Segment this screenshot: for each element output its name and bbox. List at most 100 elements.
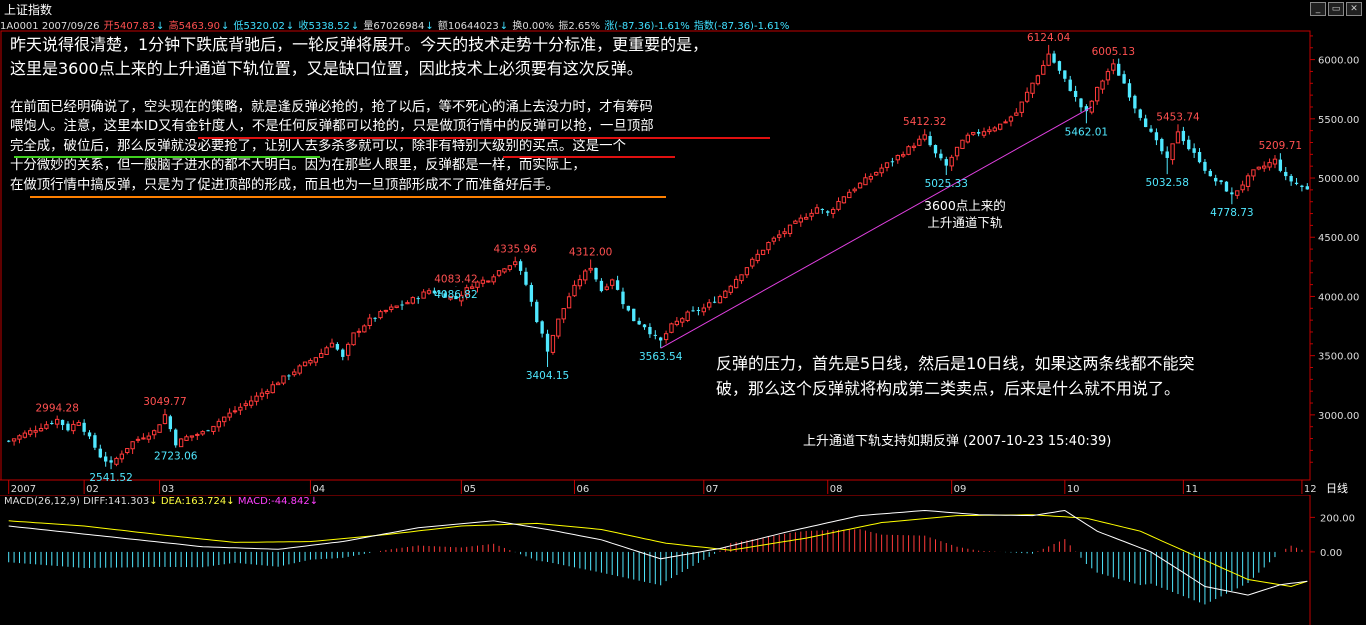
candle-body: [189, 435, 195, 438]
x-month-label: 12: [1304, 484, 1317, 495]
price-annotation: 4086.82: [434, 289, 477, 301]
candle-body: [216, 420, 222, 428]
candle-body: [1240, 184, 1245, 191]
candle-body: [1208, 170, 1212, 177]
candle-body: [28, 430, 33, 435]
macd-header: MACD(26,12,9) DIFF:141.303↓ DEA:163.724↓…: [4, 496, 319, 507]
candle-body: [1143, 118, 1148, 128]
candle-body: [464, 287, 469, 296]
candle-body: [157, 424, 162, 433]
candle-body: [1294, 182, 1299, 184]
candle-body: [475, 281, 480, 288]
candle-body: [1219, 180, 1223, 183]
candle-body: [1019, 101, 1024, 113]
candle-body: [755, 253, 760, 262]
candle-body: [917, 138, 922, 146]
candle-body: [410, 297, 415, 304]
commentary-line: 这里是3600点上来的上升通道下轨位置，又是缺口位置，因此技术上必须要有这次反弹…: [10, 59, 643, 78]
candle-body: [1138, 109, 1142, 118]
candle-body: [1094, 86, 1100, 102]
y-tick-label: 3000.00: [1318, 411, 1359, 422]
candle-body: [707, 302, 712, 308]
y-tick-label: 5000.00: [1318, 174, 1359, 185]
candle-body: [901, 154, 906, 157]
amplitude-value: 振2.65%: [558, 21, 601, 32]
candle-body: [524, 271, 528, 285]
low-value: 低5320.02: [233, 21, 285, 32]
candle-body: [717, 296, 723, 304]
macd-panel[interactable]: 200.00 0.00: [0, 495, 1366, 625]
candle-body: [174, 429, 178, 446]
candle-body: [1192, 148, 1196, 153]
candle-body: [130, 441, 135, 450]
price-annotation: 5412.32: [903, 116, 946, 128]
price-annotation: 6005.13: [1092, 46, 1135, 58]
candle-body: [1267, 162, 1272, 168]
period-button[interactable]: 日线: [1326, 481, 1348, 495]
candle-body: [830, 208, 836, 214]
restore-icon[interactable]: ▭: [1328, 2, 1344, 16]
candle-body: [777, 234, 782, 238]
price-annotation: 5462.01: [1065, 126, 1108, 138]
candle-body: [954, 146, 960, 157]
price-annotation: 3404.15: [526, 370, 569, 382]
candle-body: [1024, 91, 1030, 102]
minimize-icon[interactable]: _: [1310, 2, 1326, 16]
candle-body: [809, 212, 814, 217]
commentary-strategy: 在前面已经明确说了，空头现在的策略，就是逢反弹必抢的，抢了以后，等不死心的涌上去…: [10, 98, 654, 195]
candle-body: [847, 191, 852, 199]
candle-body: [104, 456, 108, 462]
candle-body: [949, 156, 954, 167]
candle-body: [66, 423, 70, 431]
candle-body: [615, 280, 620, 290]
candle-body: [922, 134, 927, 140]
candle-body: [1133, 95, 1137, 109]
candle-body: [685, 311, 690, 321]
candle-body: [232, 410, 238, 413]
price-annotation: 2723.06: [154, 451, 198, 463]
commentary-line: 在做顶行情中搞反弹，只是为了促进顶部的形成，而且也为一旦顶部形成不了而准备好后手…: [10, 177, 560, 193]
candle-body: [367, 317, 372, 327]
candle-body: [373, 317, 377, 319]
highlight-underline: [503, 156, 675, 158]
candle-body: [313, 357, 319, 363]
candle-body: [33, 430, 38, 433]
price-annotation: 5025.33: [925, 178, 968, 190]
candle-body: [545, 333, 550, 352]
candle-body: [1187, 139, 1191, 150]
candle-body: [852, 188, 857, 192]
x-month-label: 08: [830, 484, 843, 495]
candle-body: [1052, 53, 1056, 63]
title-bar: 上证指数 _ ▭ ✕: [0, 0, 1366, 17]
candle-body: [141, 437, 146, 440]
turnover-value: 换0.00%: [512, 21, 555, 32]
candle-body: [362, 325, 367, 333]
candle-body: [109, 460, 113, 463]
candle-body: [798, 217, 803, 223]
price-annotation: 2541.52: [89, 472, 132, 484]
y-tick-label: 4500.00: [1318, 233, 1359, 244]
candle-body: [1289, 175, 1293, 182]
candle-body: [1105, 71, 1111, 81]
candle-body: [895, 154, 900, 161]
close-icon[interactable]: ✕: [1346, 2, 1362, 16]
commentary-pressure: 反弹的压力，首先是5日线，然后是10日线，如果这两条线都不能突 破，那么这个反弹…: [716, 351, 1195, 401]
candle-body: [480, 279, 486, 284]
candle-body: [319, 352, 324, 358]
candle-body: [211, 425, 216, 432]
channel-line: [660, 106, 1093, 349]
x-month-label: 05: [463, 484, 476, 495]
candle-body: [287, 375, 291, 377]
candle-body: [841, 196, 847, 204]
candlestick-chart[interactable]: 3000.00 3500.00 4000.00 4500.00 5000.00 5500.…: [0, 30, 1366, 495]
macd-background: [0, 495, 1366, 625]
candle-body: [556, 318, 561, 337]
price-annotation: 5453.74: [1156, 111, 1200, 123]
candle-body: [1230, 192, 1234, 195]
price-annotation: 6124.04: [1027, 32, 1071, 44]
macd-y-label: 200.00: [1320, 513, 1355, 524]
candle-body: [874, 171, 879, 176]
candle-body: [583, 270, 588, 281]
candle-body: [351, 332, 356, 346]
price-annotation: 5209.71: [1259, 140, 1302, 152]
